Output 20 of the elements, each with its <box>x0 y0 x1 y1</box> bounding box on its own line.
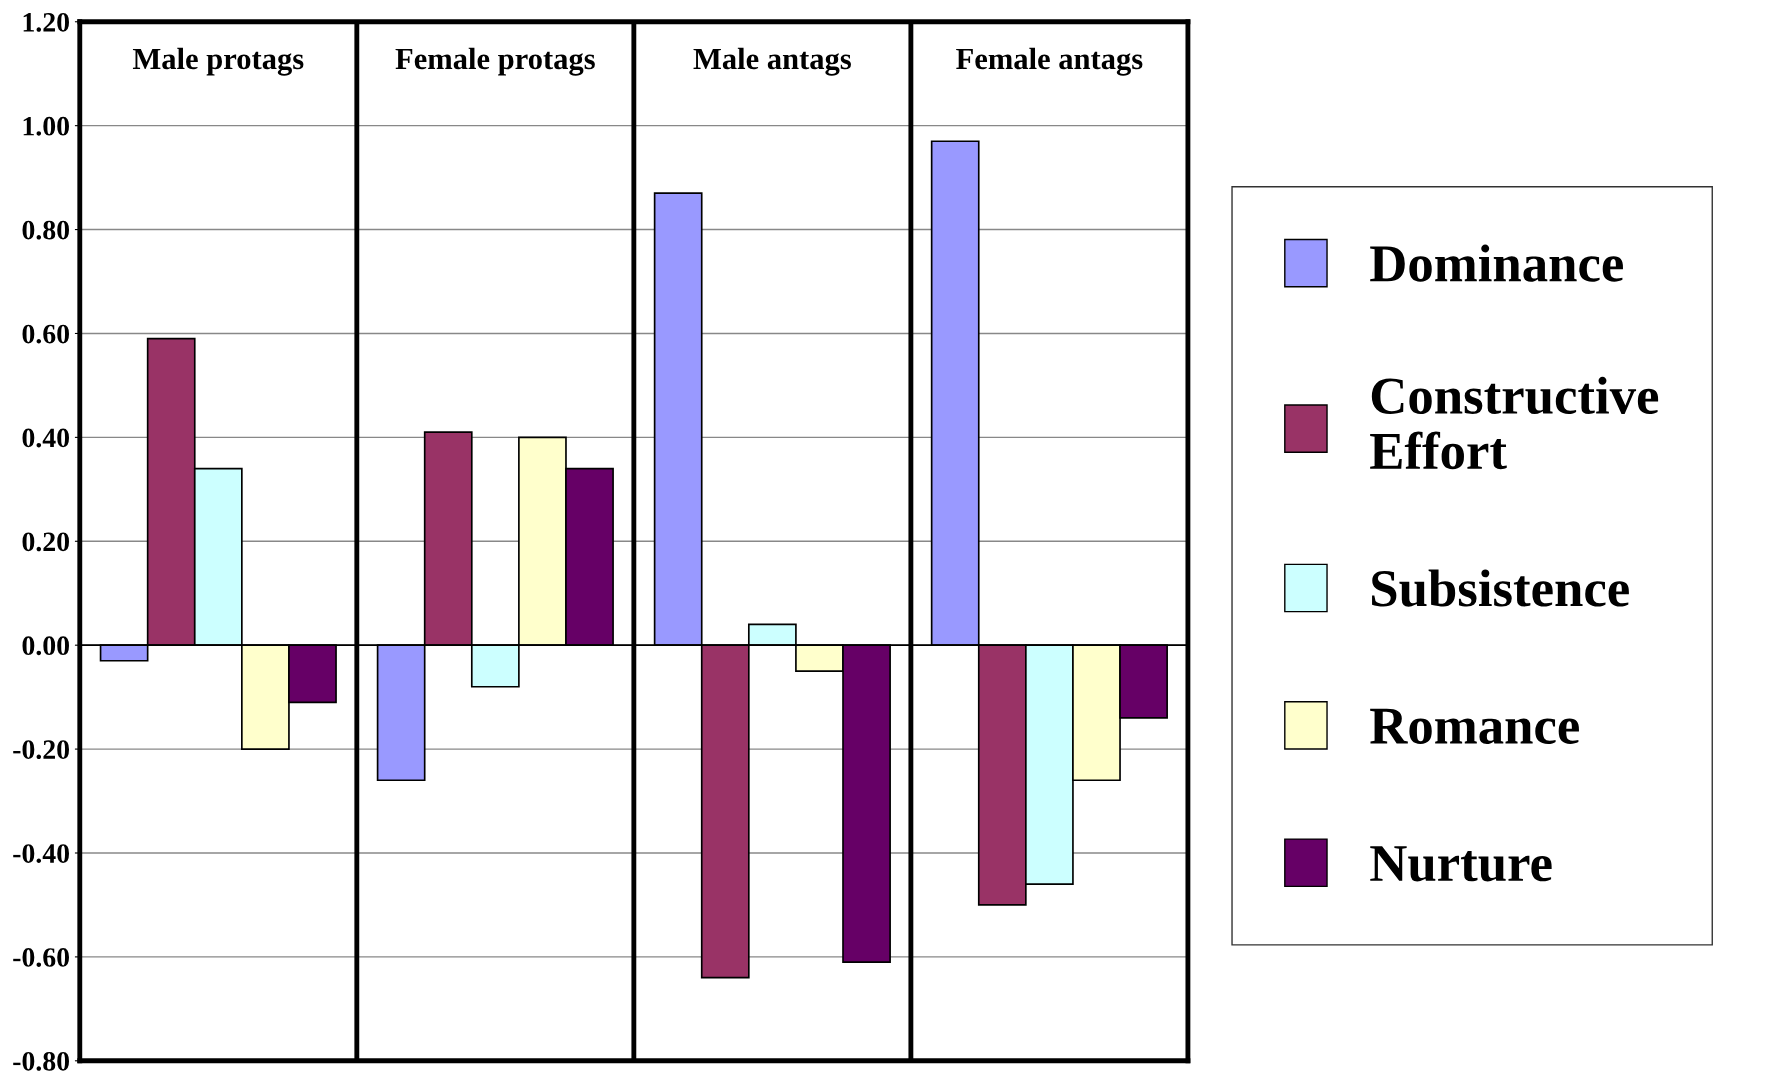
y-tick-label: -0.60 <box>13 948 69 967</box>
y-tick-label: 1.20 <box>23 12 69 32</box>
x-tick-label: Female antags <box>956 47 1143 76</box>
legend-label: Romance <box>1370 708 1579 744</box>
y-tick-label: 0.20 <box>22 532 69 552</box>
legend-label: Subsistence <box>1372 569 1629 607</box>
y-tick-label: -0.20 <box>13 740 69 760</box>
y-tick-label: 0.00 <box>22 636 69 656</box>
legend-label: Nurture <box>1370 846 1552 882</box>
legend-label: Constructive Effort <box>1370 376 1659 470</box>
y-tick-label: 1.00 <box>23 116 69 136</box>
legend-label: Dominance <box>1370 244 1623 282</box>
x-tick-label: Male antags <box>693 47 851 76</box>
x-tick-label: Female protags <box>395 47 595 76</box>
x-tick-label: Male protags <box>132 47 304 76</box>
y-tick-label: -0.40 <box>13 844 69 864</box>
y-tick-label: -0.80 <box>13 1051 69 1071</box>
y-tick-label: 0.60 <box>22 324 69 344</box>
y-tick-label: 0.80 <box>22 220 69 240</box>
y-tick-label: 0.40 <box>22 428 69 448</box>
